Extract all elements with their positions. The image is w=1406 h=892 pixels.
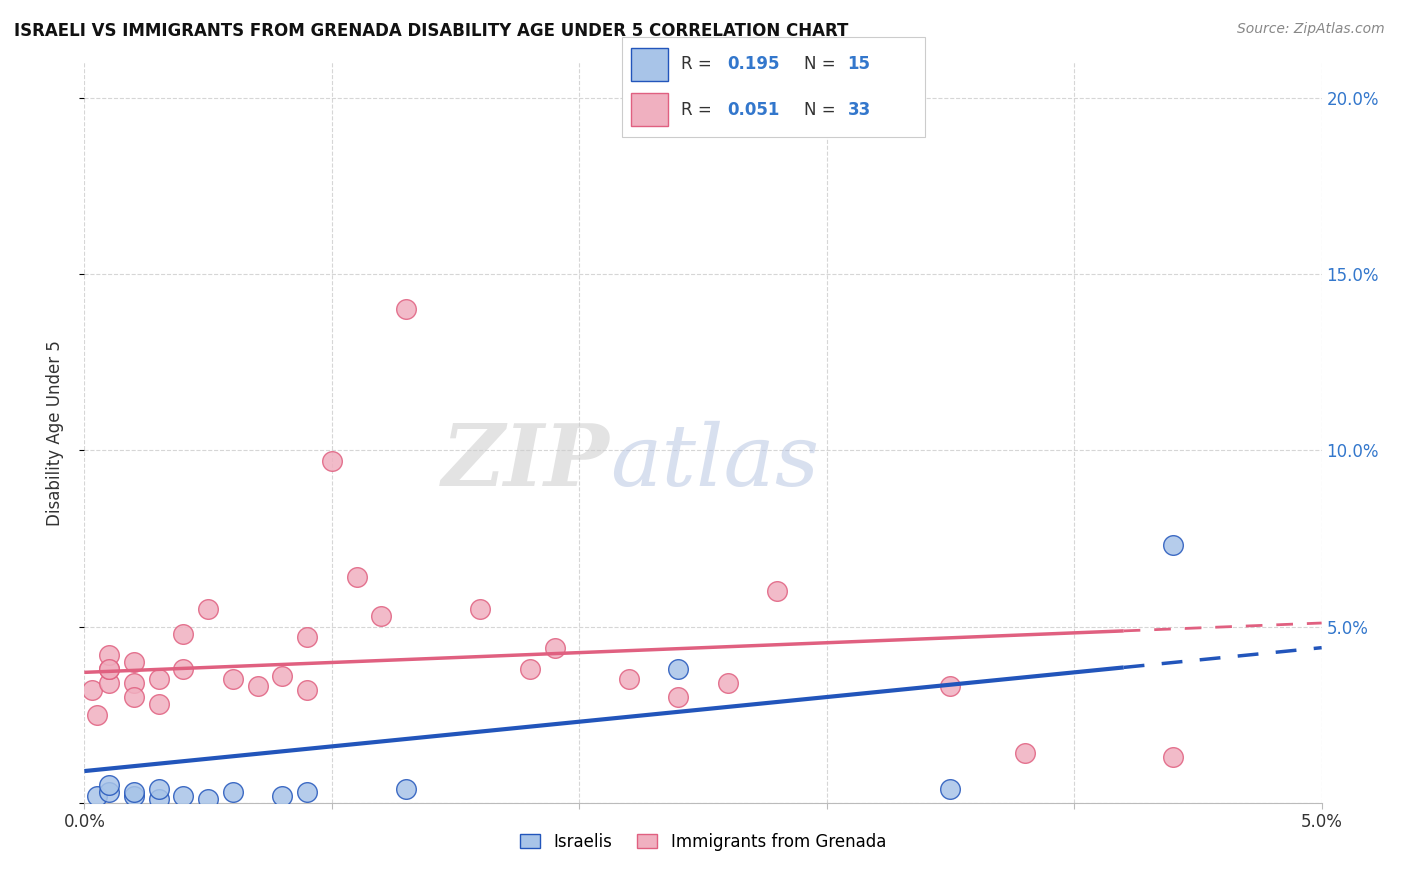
Point — [197, 792, 219, 806]
Point — [148, 673, 170, 687]
Point — [172, 626, 194, 640]
Point — [470, 602, 492, 616]
Text: 0.195: 0.195 — [727, 55, 779, 73]
Point — [122, 690, 145, 704]
Point — [295, 630, 318, 644]
Point — [271, 669, 294, 683]
Point — [86, 707, 108, 722]
Point — [148, 781, 170, 796]
Text: atlas: atlas — [610, 421, 820, 504]
Point — [519, 662, 541, 676]
Point — [666, 662, 689, 676]
Text: 0.051: 0.051 — [727, 101, 779, 119]
Point — [395, 781, 418, 796]
Point — [617, 673, 640, 687]
Point — [122, 676, 145, 690]
Y-axis label: Disability Age Under 5: Disability Age Under 5 — [45, 340, 63, 525]
Point — [246, 680, 269, 694]
Point — [98, 778, 121, 792]
Text: ISRAELI VS IMMIGRANTS FROM GRENADA DISABILITY AGE UNDER 5 CORRELATION CHART: ISRAELI VS IMMIGRANTS FROM GRENADA DISAB… — [14, 22, 848, 40]
Text: N =: N = — [804, 101, 841, 119]
Point — [172, 662, 194, 676]
Point — [86, 789, 108, 803]
Point — [666, 690, 689, 704]
Point — [271, 789, 294, 803]
Point — [370, 609, 392, 624]
Point — [717, 676, 740, 690]
Point — [295, 785, 318, 799]
Point — [98, 662, 121, 676]
Point — [122, 785, 145, 799]
Text: R =: R = — [681, 101, 717, 119]
Point — [98, 648, 121, 662]
Point — [98, 676, 121, 690]
Point — [148, 792, 170, 806]
Legend: Israelis, Immigrants from Grenada: Israelis, Immigrants from Grenada — [513, 826, 893, 857]
Point — [80, 683, 103, 698]
Point — [222, 673, 245, 687]
Point — [295, 683, 318, 698]
Point — [197, 602, 219, 616]
FancyBboxPatch shape — [631, 48, 668, 81]
Point — [172, 789, 194, 803]
Point — [395, 302, 418, 317]
Text: 33: 33 — [848, 101, 870, 119]
Point — [122, 789, 145, 803]
Point — [148, 697, 170, 711]
Point — [1161, 750, 1184, 764]
Point — [1014, 747, 1036, 761]
Point — [222, 785, 245, 799]
FancyBboxPatch shape — [631, 93, 668, 126]
Text: 15: 15 — [848, 55, 870, 73]
Text: ZIP: ZIP — [443, 420, 610, 504]
Text: Source: ZipAtlas.com: Source: ZipAtlas.com — [1237, 22, 1385, 37]
Point — [939, 781, 962, 796]
FancyBboxPatch shape — [621, 37, 925, 137]
Point — [346, 570, 368, 584]
Point — [766, 584, 789, 599]
Point — [98, 662, 121, 676]
Point — [321, 454, 343, 468]
Text: N =: N = — [804, 55, 841, 73]
Point — [1161, 538, 1184, 552]
Text: R =: R = — [681, 55, 717, 73]
Point — [543, 640, 565, 655]
Point — [939, 680, 962, 694]
Point — [122, 655, 145, 669]
Point — [98, 785, 121, 799]
